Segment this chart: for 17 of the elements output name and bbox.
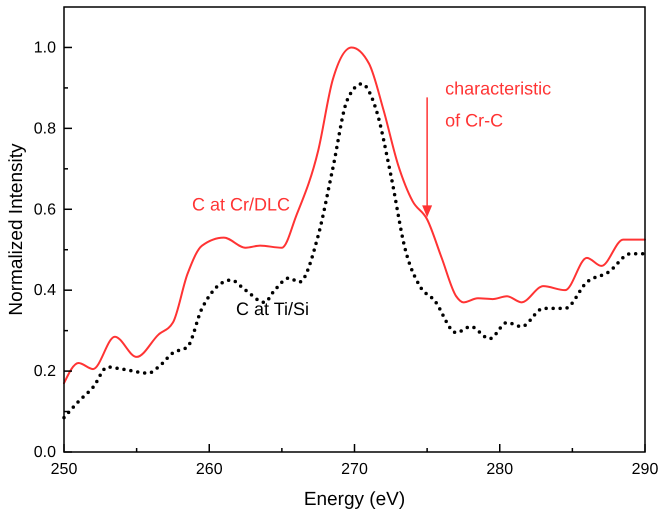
y-tick-label: 0.0 xyxy=(34,444,56,461)
x-tick-label: 260 xyxy=(196,461,223,478)
x-axis-title: Energy (eV) xyxy=(304,489,406,510)
y-tick-label: 1.0 xyxy=(34,39,56,56)
x-tick-label: 250 xyxy=(50,461,78,478)
x-tick-label: 290 xyxy=(632,461,658,478)
series-label: C at Ti/Si xyxy=(236,299,310,320)
x-tick-label: 270 xyxy=(341,461,368,478)
annotation: characteristic of Cr-C xyxy=(445,78,552,130)
y-tick-label: 0.8 xyxy=(34,120,56,138)
series-label: C at Cr/DLC xyxy=(192,194,290,215)
x-tick-label: 280 xyxy=(486,461,514,478)
y-axis-title: Normalized Intensity xyxy=(6,142,27,316)
y-tick-label: 0.2 xyxy=(34,363,56,380)
line-series xyxy=(63,46,646,384)
y-tick-label: 0.6 xyxy=(34,201,56,218)
y-tick-label: 0.4 xyxy=(34,282,56,300)
